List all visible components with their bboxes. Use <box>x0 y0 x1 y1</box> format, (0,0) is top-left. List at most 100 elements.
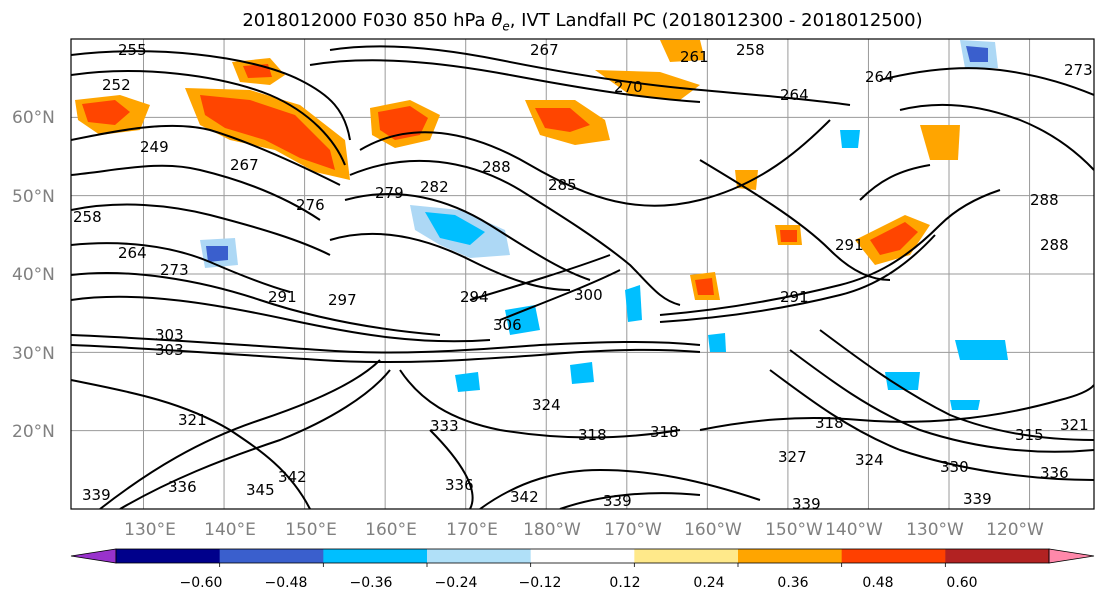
contour-line <box>71 124 341 186</box>
contour-line <box>899 103 1094 171</box>
colorbar-segment <box>841 549 946 563</box>
contour-label: 306 <box>493 316 522 334</box>
contour-label: 291 <box>835 236 864 254</box>
contour-label: 318 <box>650 423 679 441</box>
contour-line <box>499 269 621 321</box>
contour-line <box>71 295 491 343</box>
theta-e-contours <box>71 45 1094 509</box>
contour-label: 273 <box>160 261 189 279</box>
anomaly-positive-region <box>535 108 590 132</box>
lon-label: 140°W <box>825 520 883 540</box>
colorbar-segment <box>530 549 635 563</box>
colorbar-tick-label: 0.48 <box>862 575 893 591</box>
contour-label: 345 <box>246 481 275 499</box>
contour-line <box>71 344 701 364</box>
lon-label: 120°W <box>986 520 1044 540</box>
anomaly-negative-region <box>570 362 594 384</box>
contour-label: 252 <box>102 76 131 94</box>
contour-line <box>71 272 441 336</box>
contour-line <box>71 203 331 256</box>
contour-line <box>659 189 1001 316</box>
contour-line <box>469 254 611 301</box>
anomaly-negative-region <box>505 305 540 335</box>
colorbar-extend-high <box>1048 548 1095 564</box>
contour-label: 288 <box>1030 191 1059 209</box>
lon-label: 160°E <box>365 520 417 540</box>
lat-label: 20°N <box>12 422 55 442</box>
contour-label: 315 <box>1015 426 1044 444</box>
lat-label: 60°N <box>12 108 55 128</box>
contour-label: 285 <box>548 176 577 194</box>
contour-label: 339 <box>963 490 992 508</box>
contour-label: 288 <box>482 158 511 176</box>
contour-line <box>71 50 351 141</box>
colorbar <box>70 548 1095 567</box>
longitude-labels: 130°E 140°E 150°E 160°E 170°E 180°W 170°… <box>124 520 1044 540</box>
colorbar-tick-label: −0.24 <box>435 575 478 591</box>
colorbar-segment <box>323 549 428 563</box>
colorbar-tick-label: −0.48 <box>265 575 308 591</box>
contour-label: 339 <box>82 486 111 504</box>
contour-label: 336 <box>168 478 197 496</box>
contour-label: 258 <box>736 41 765 59</box>
lon-label: 130°E <box>124 520 176 540</box>
contour-label: 336 <box>445 476 474 494</box>
contour-line <box>699 159 891 281</box>
contour-label: 339 <box>792 495 821 513</box>
contour-label: 291 <box>780 288 809 306</box>
contour-label: 276 <box>296 196 325 214</box>
anomaly-positive-region <box>920 125 960 160</box>
lon-label: 150°E <box>285 520 337 540</box>
colorbar-segment <box>427 549 532 563</box>
map-content: 255 252 249 267 261 258 264 273 270 267 … <box>71 39 1094 513</box>
anomaly-positive-region <box>695 278 714 295</box>
anomaly-positive-region <box>243 64 272 78</box>
colorbar-tick-label: −0.12 <box>519 575 562 591</box>
contour-label: 270 <box>614 78 643 96</box>
colorbar-tick-label: −0.60 <box>180 575 223 591</box>
colorbar-segment <box>634 549 739 563</box>
contour-label: 255 <box>118 41 147 59</box>
contour-label: 300 <box>574 286 603 304</box>
contour-line <box>789 349 1094 453</box>
contour-label: 279 <box>375 184 404 202</box>
contour-line <box>559 492 701 509</box>
contour-line <box>71 164 321 221</box>
contour-line <box>769 369 1094 481</box>
colorbar-extend-low <box>70 548 117 564</box>
lon-label: 160°W <box>684 520 742 540</box>
contour-label: 318 <box>815 414 844 432</box>
contour-line <box>349 159 681 306</box>
contour-line <box>71 379 311 509</box>
contour-label: 258 <box>73 208 102 226</box>
map-frame <box>70 38 1095 510</box>
contour-label: 333 <box>430 417 459 435</box>
colorbar-segment <box>116 549 221 563</box>
contour-line <box>309 59 701 103</box>
colorbar-tick-label: 0.24 <box>693 575 724 591</box>
anomaly-negative-region <box>708 333 726 352</box>
anomaly-negative-region <box>885 372 920 390</box>
contour-label: 303 <box>155 326 184 344</box>
contour-label: 264 <box>865 68 894 86</box>
contour-line <box>71 242 291 293</box>
contour-label: 327 <box>778 448 807 466</box>
contour-labels: 255 252 249 267 261 258 264 273 270 267 … <box>73 41 1093 513</box>
lon-label: 140°E <box>204 520 256 540</box>
anomaly-positive-region <box>660 40 705 62</box>
contour-line <box>119 369 391 509</box>
contour-label: 282 <box>420 178 449 196</box>
anomaly-positive-region <box>378 106 428 140</box>
contour-line <box>659 234 936 323</box>
contour-label: 267 <box>530 41 559 59</box>
title-prefix: 2018012000 F030 850 hPa <box>242 10 492 31</box>
contour-label: 324 <box>855 451 884 469</box>
anomaly-negative-region <box>206 246 228 262</box>
lon-label: 130°W <box>906 520 964 540</box>
contour-line <box>329 45 851 106</box>
map-title: 2018012000 F030 850 hPa θe, IVT Landfall… <box>0 10 1105 34</box>
contour-line <box>429 429 474 509</box>
contour-label: 324 <box>532 396 561 414</box>
anomaly-negative-region <box>455 372 480 392</box>
contour-line <box>479 468 761 509</box>
